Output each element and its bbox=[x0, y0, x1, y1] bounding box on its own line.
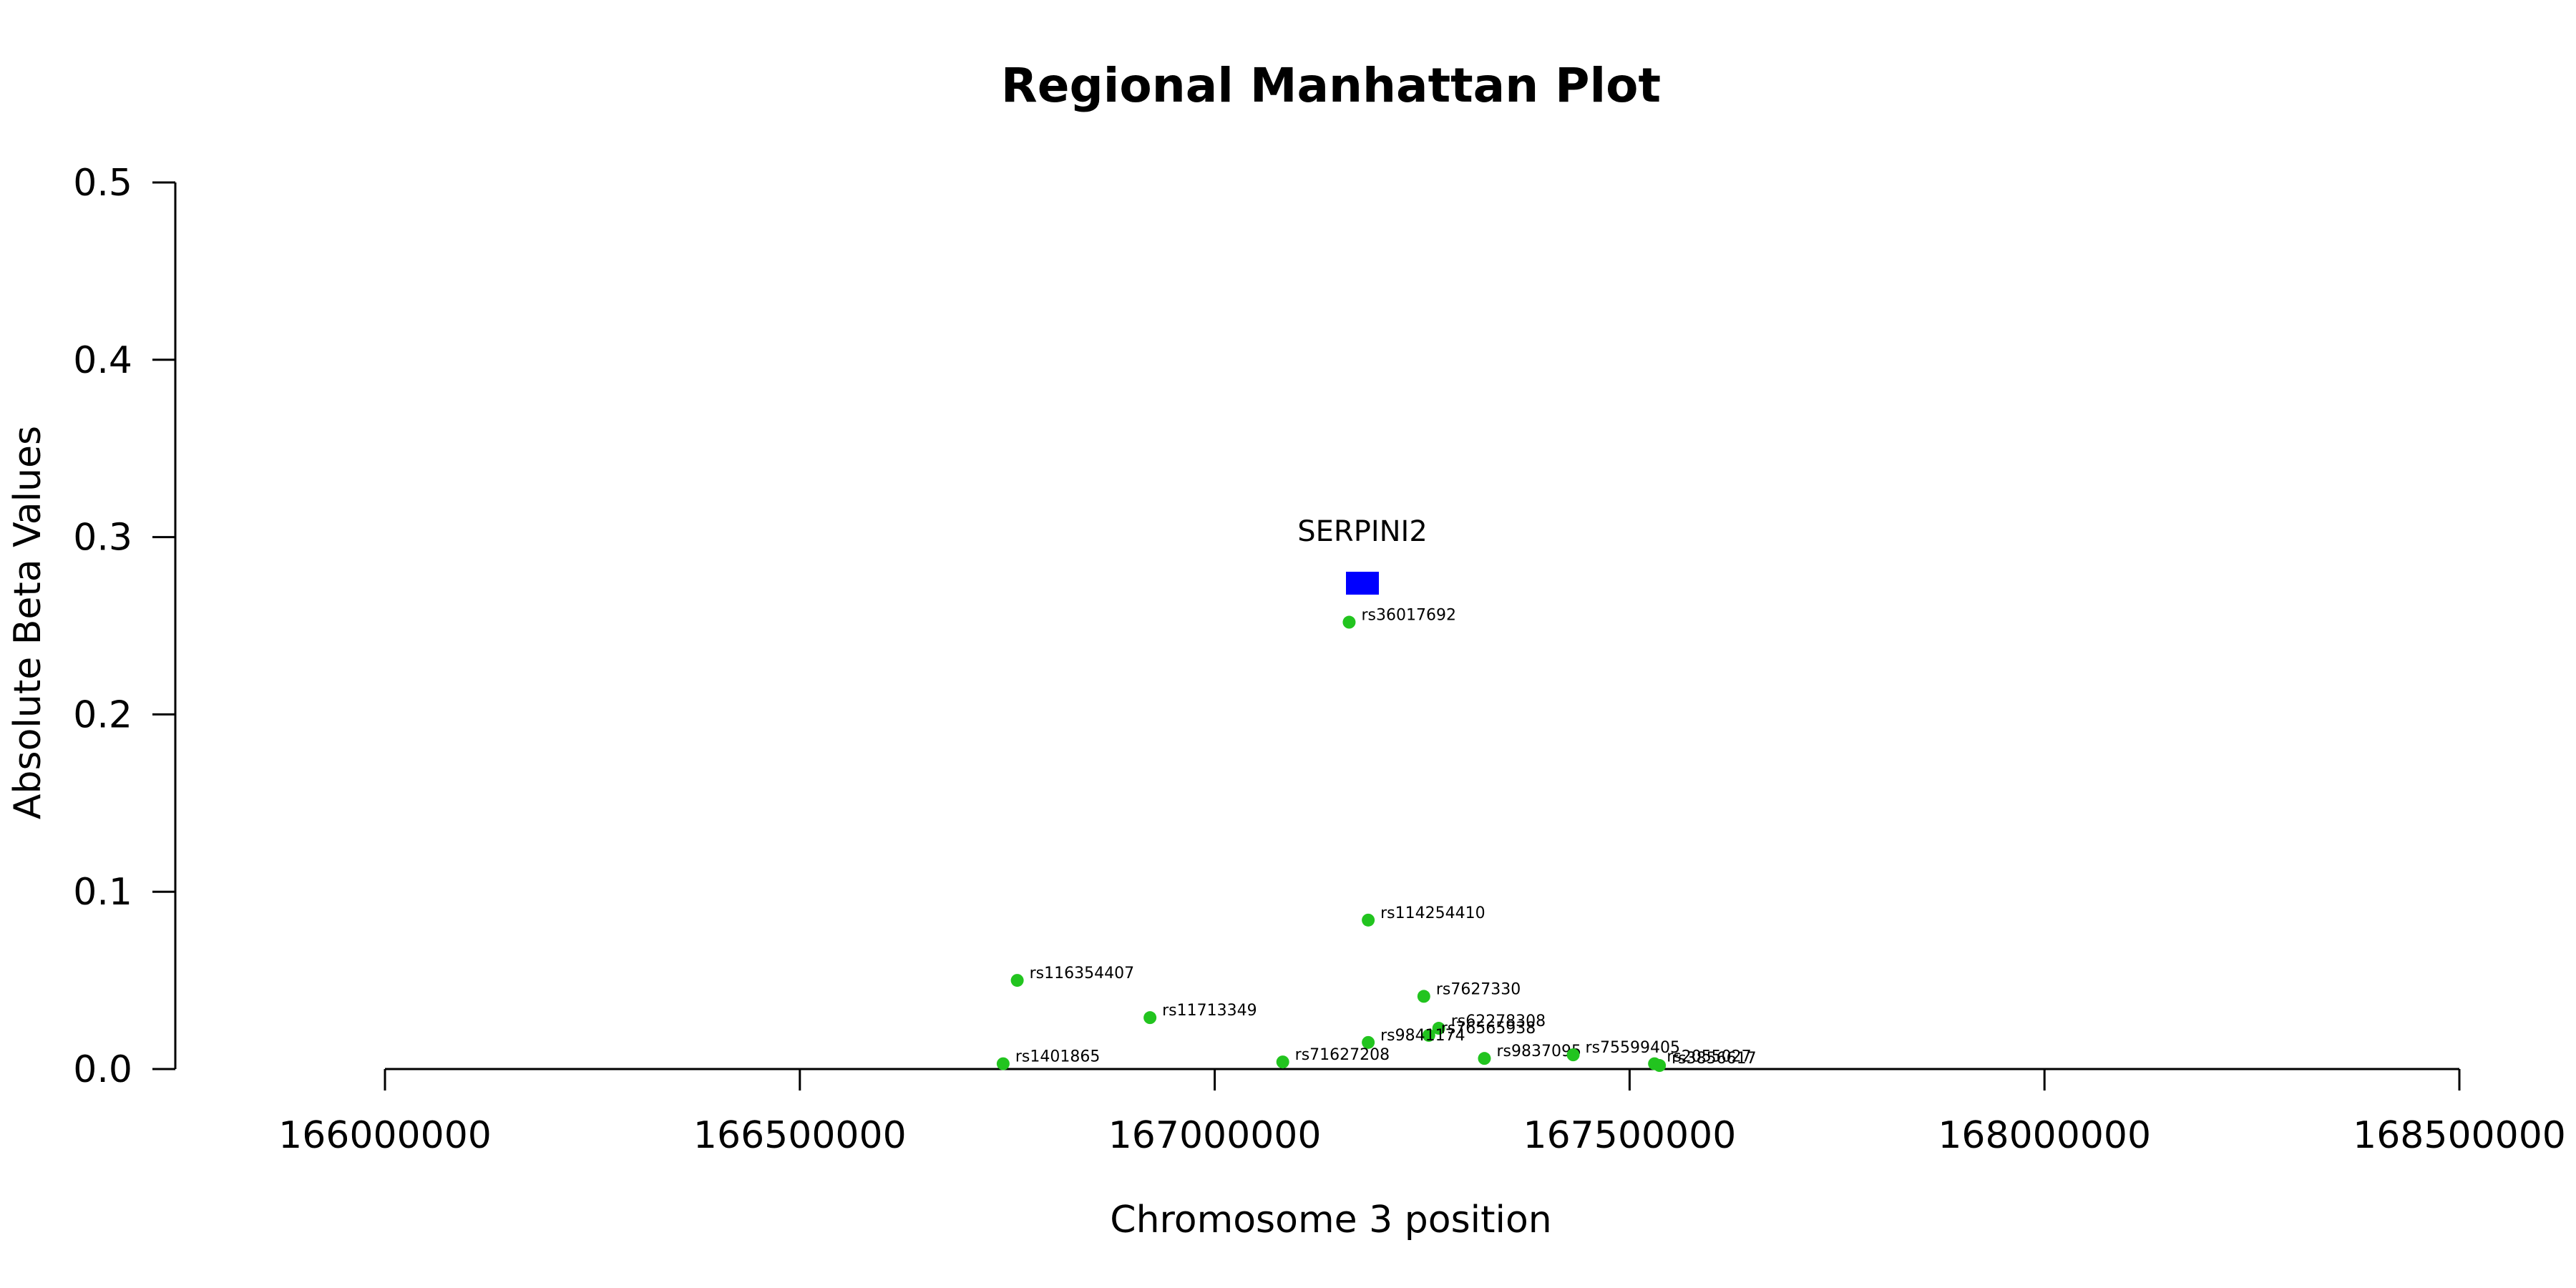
x-tick-label: 166000000 bbox=[278, 1114, 492, 1157]
snp-point bbox=[1422, 1028, 1435, 1042]
gene-markers: SERPINI2 bbox=[1297, 515, 1428, 595]
gene-marker bbox=[1346, 572, 1380, 595]
snp-label: rs3856617 bbox=[1672, 1050, 1757, 1068]
snp-label: rs76565938 bbox=[1441, 1020, 1536, 1038]
x-axis-label: Chromosome 3 position bbox=[1110, 1199, 1551, 1241]
y-tick-label: 0.5 bbox=[73, 162, 132, 205]
snp-point bbox=[1362, 1035, 1375, 1049]
snp-point bbox=[1362, 913, 1375, 927]
y-tick-label: 0.0 bbox=[73, 1048, 132, 1091]
snp-label: rs36017692 bbox=[1361, 607, 1455, 625]
snp-label: rs2055027 bbox=[1667, 1048, 1752, 1066]
snp-point bbox=[1143, 1011, 1157, 1025]
snp-point bbox=[1417, 990, 1430, 1003]
snp-point bbox=[1342, 615, 1356, 629]
x-tick-label: 167500000 bbox=[1523, 1114, 1737, 1157]
x-tick-label: 168500000 bbox=[2353, 1114, 2566, 1157]
x-tick-label: 166500000 bbox=[693, 1114, 907, 1157]
y-tick-label: 0.3 bbox=[73, 517, 132, 560]
x-tick-label: 168000000 bbox=[1938, 1114, 2151, 1157]
snp-point bbox=[1276, 1055, 1289, 1069]
snp-label: rs1401865 bbox=[1015, 1048, 1101, 1066]
y-tick-label: 0.4 bbox=[73, 339, 132, 382]
snp-label: rs71627208 bbox=[1295, 1046, 1390, 1064]
snp-point bbox=[996, 1057, 1010, 1070]
snp-label: rs116354407 bbox=[1030, 965, 1134, 982]
snp-label: rs7627330 bbox=[1436, 980, 1521, 998]
snp-label: rs114254410 bbox=[1380, 904, 1485, 922]
x-tick-label: 167000000 bbox=[1108, 1114, 1322, 1157]
y-axis-label: Absolute Beta Values bbox=[6, 426, 49, 819]
snp-point bbox=[1653, 1059, 1667, 1073]
snp-point bbox=[1432, 1022, 1445, 1035]
axes: 166000000 166500000 167000000 167500000 1680… bbox=[73, 162, 2566, 1157]
snp-label: rs9837095 bbox=[1496, 1043, 1581, 1060]
snp-label: rs62278308 bbox=[1451, 1013, 1546, 1030]
snp-label: rs75599405 bbox=[1586, 1039, 1680, 1057]
y-tick-label: 0.1 bbox=[73, 871, 132, 914]
snp-point bbox=[1566, 1048, 1580, 1062]
gene-label: SERPINI2 bbox=[1297, 515, 1428, 548]
y-tick-label: 0.2 bbox=[73, 693, 132, 736]
snp-point bbox=[1010, 974, 1024, 987]
snp-point bbox=[1478, 1052, 1491, 1065]
chart-title: Regional Manhattan Plot bbox=[1001, 58, 1661, 113]
data-points: rs36017692 rs114254410 rs116354407 rs762733… bbox=[996, 607, 1757, 1073]
snp-label: rs9841174 bbox=[1380, 1027, 1465, 1045]
snp-label: rs11713349 bbox=[1162, 1002, 1257, 1020]
